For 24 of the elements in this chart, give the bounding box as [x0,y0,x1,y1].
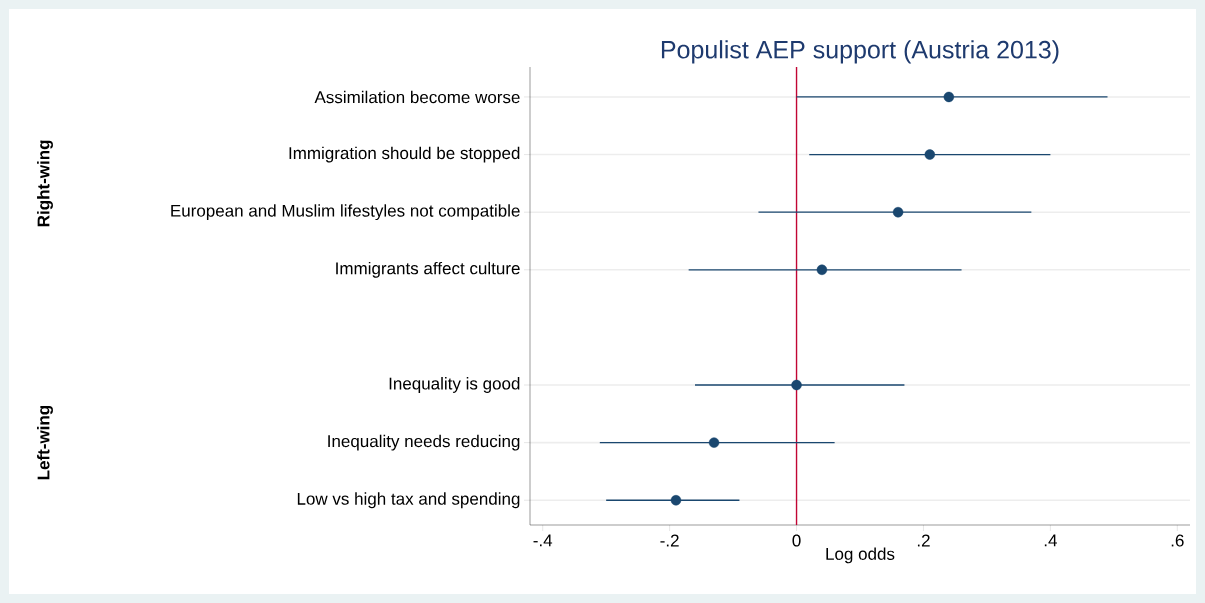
x-tick-label: .4 [1044,534,1057,547]
x-tick-label: -.2 [660,534,679,547]
y-tick-label: Inequality is good [389,377,520,393]
point [816,264,828,275]
text: Left-wing [37,405,53,480]
point [791,379,802,391]
x-tick-label: 0 [792,534,801,547]
y-tick-label: Assimilation become worse [314,90,520,104]
x-axis-title: Log odds [826,547,895,564]
text: Right-wing [37,140,53,227]
y-tick-label: Inequality needs reducing [328,434,520,451]
chart-title: Populist AEP support (Austria 2013) [661,40,1059,64]
y-tick-label: European and Muslim lifestyles not compatible [171,204,520,221]
y-tick-label: Immigrants affect culture [336,261,520,278]
point [892,206,904,218]
point [924,149,936,160]
y-tick-label: Low vs high tax and spending [297,492,520,509]
x-tick-label: .6 [1171,534,1184,547]
point [670,495,682,506]
x-tick-label: .2 [917,534,930,547]
x-tick-label: -.4 [533,534,553,547]
point [943,91,955,103]
point [708,437,720,448]
y-tick-label: Immigration should be stopped [289,146,520,163]
